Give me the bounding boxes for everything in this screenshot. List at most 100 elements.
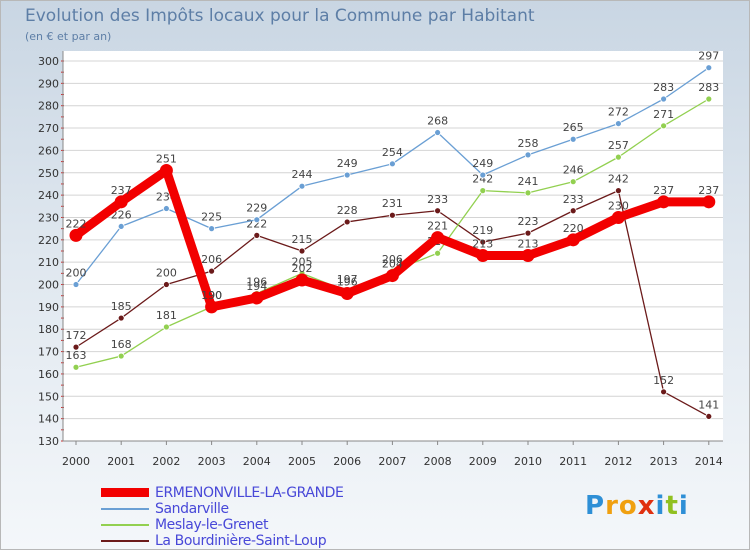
legend-swatch-meslay — [101, 524, 149, 526]
data-point — [702, 195, 716, 209]
data-point — [615, 153, 622, 161]
data-point — [72, 343, 80, 351]
data-point — [388, 160, 396, 168]
data-label: 254 — [382, 146, 403, 159]
data-label: 152 — [653, 374, 674, 387]
data-label: 265 — [563, 121, 584, 134]
legend-item-ermenonville[interactable]: ERMENONVILLE-LA-GRANDE — [101, 485, 501, 501]
data-point — [434, 249, 442, 257]
data-point — [479, 187, 487, 195]
x-tick-label: 2003 — [198, 455, 226, 468]
data-point — [343, 171, 351, 179]
x-tick-label: 2008 — [424, 455, 452, 468]
data-label: 206 — [201, 253, 222, 266]
legend-swatch-ermenonville — [101, 488, 149, 497]
data-label: 229 — [246, 202, 267, 215]
data-label: 237 — [698, 184, 719, 197]
y-tick-label: 270 — [38, 122, 59, 135]
legend-item-meslay[interactable]: Meslay-le-Grenet — [101, 517, 501, 533]
legend-label-meslay: Meslay-le-Grenet — [155, 517, 269, 533]
data-point — [615, 120, 622, 127]
data-label: 249 — [337, 157, 358, 170]
legend-item-bourdiniere[interactable]: La Bourdinière-Saint-Loup — [101, 533, 501, 549]
data-point — [72, 281, 80, 288]
logo-letter: o — [618, 491, 638, 521]
data-point — [566, 233, 580, 247]
logo-letter: i — [678, 491, 689, 521]
data-label: 190 — [201, 289, 222, 302]
y-tick-label: 300 — [38, 55, 59, 68]
data-point — [117, 352, 125, 360]
data-label: 205 — [292, 255, 313, 268]
data-label: 200 — [66, 267, 87, 280]
data-label: 168 — [111, 338, 132, 351]
data-point — [434, 207, 442, 215]
x-tick-label: 2006 — [333, 455, 361, 468]
x-tick-label: 2000 — [62, 455, 90, 468]
data-label: 244 — [292, 168, 313, 181]
data-label: 213 — [518, 237, 539, 250]
legend-label-sandarville: Sandarville — [155, 501, 229, 517]
data-point — [162, 281, 170, 288]
data-point — [431, 231, 445, 245]
data-point — [521, 248, 535, 262]
x-tick-label: 2004 — [243, 455, 271, 468]
data-point — [298, 182, 306, 190]
data-point — [569, 135, 577, 143]
data-label: 163 — [66, 349, 87, 362]
data-label: 215 — [292, 233, 313, 246]
data-label: 272 — [608, 106, 629, 119]
data-point — [524, 189, 532, 197]
y-tick-label: 130 — [38, 435, 59, 448]
legend-item-sandarville[interactable]: Sandarville — [101, 501, 501, 517]
data-point — [72, 363, 80, 371]
data-point — [385, 269, 399, 283]
y-tick-label: 150 — [38, 390, 59, 403]
x-tick-label: 2001 — [107, 455, 135, 468]
logo-letter: i — [655, 491, 666, 521]
y-tick-label: 170 — [38, 346, 59, 359]
data-point — [660, 122, 667, 130]
data-label: 225 — [201, 211, 222, 224]
y-tick-label: 160 — [38, 368, 59, 381]
data-label: 233 — [427, 193, 448, 206]
x-tick-label: 2014 — [695, 455, 723, 468]
y-tick-label: 220 — [38, 234, 59, 247]
data-label: 258 — [518, 137, 539, 150]
y-tick-label: 290 — [38, 77, 59, 90]
y-tick-label: 140 — [38, 413, 59, 426]
data-point — [705, 95, 713, 103]
proxiti-logo: Proxiti — [585, 491, 689, 521]
data-label: 237 — [653, 184, 674, 197]
data-label: 204 — [382, 258, 403, 271]
y-tick-label: 210 — [38, 256, 59, 269]
data-label: 241 — [518, 175, 539, 188]
data-label: 197 — [337, 273, 358, 286]
data-point — [434, 129, 442, 136]
data-label: 213 — [472, 237, 493, 250]
data-label: 228 — [337, 204, 358, 217]
data-point — [524, 151, 532, 159]
data-point — [343, 218, 351, 226]
data-point — [250, 291, 264, 305]
data-label: 283 — [698, 81, 719, 94]
data-point — [388, 211, 396, 219]
data-label: 271 — [653, 108, 674, 121]
legend-label-bourdiniere: La Bourdinière-Saint-Loup — [155, 533, 327, 549]
x-tick-label: 2009 — [469, 455, 497, 468]
data-label: 223 — [518, 215, 539, 228]
data-label: 196 — [337, 275, 358, 288]
data-label: 268 — [427, 115, 448, 128]
data-point — [479, 238, 487, 246]
x-tick-label: 2007 — [378, 455, 406, 468]
logo-letter: x — [637, 491, 656, 521]
legend-label-ermenonville: ERMENONVILLE-LA-GRANDE — [155, 485, 344, 501]
x-tick-label: 2013 — [650, 455, 678, 468]
logo-letter: t — [665, 491, 679, 521]
data-label: 202 — [292, 262, 313, 275]
data-point — [660, 95, 667, 103]
data-point — [569, 207, 577, 215]
data-label: 206 — [382, 253, 403, 266]
legend-swatch-sandarville — [101, 508, 149, 510]
